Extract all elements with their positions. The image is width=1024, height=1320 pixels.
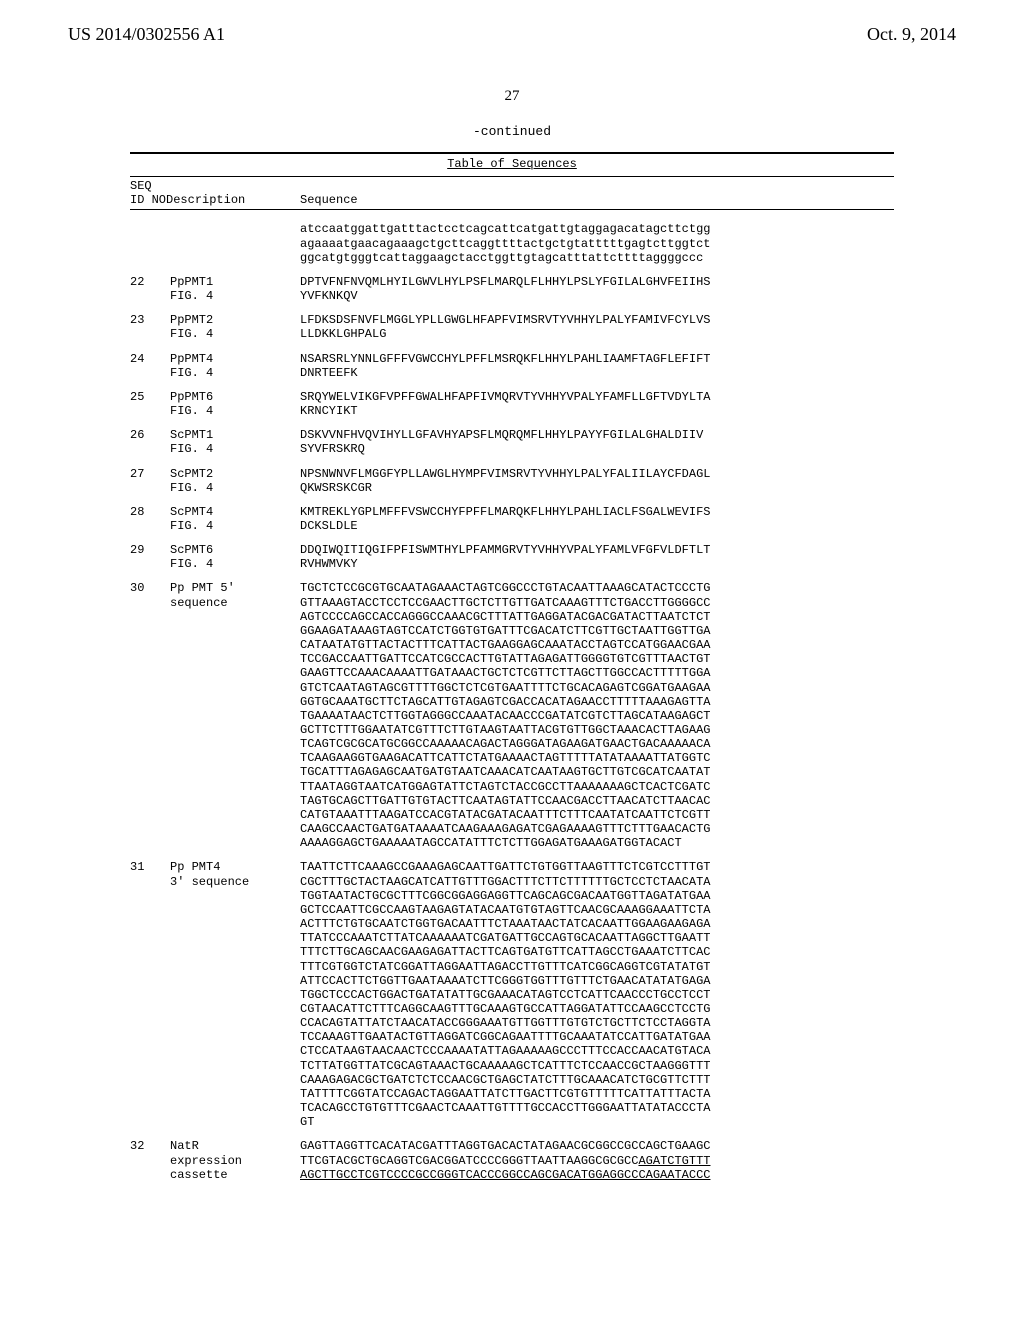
seq-id: 23	[130, 313, 170, 341]
row-spacer	[130, 380, 894, 390]
row-spacer	[130, 1129, 894, 1139]
seq-id	[130, 222, 170, 264]
seq-data: KMTREKLYGPLMFFFVSWCCHYFPFFLMARQKFLHHYLPA…	[300, 505, 894, 533]
row-spacer	[130, 571, 894, 581]
seq-id: 32	[130, 1139, 170, 1181]
seq-description: Pp PMT 5' sequence	[170, 581, 300, 850]
row-spacer	[130, 303, 894, 313]
row-spacer	[130, 457, 894, 467]
sequence-table: atccaatggattgatttactcctcagcattcatgattgta…	[130, 222, 894, 1181]
table-row: 24PpPMT4 FIG. 4NSARSRLYNNLGFFFVGWCCHYLPF…	[130, 352, 894, 380]
seq-description: PpPMT6 FIG. 4	[170, 390, 300, 418]
seq-data: DDQIWQITIQGIFPFISWMTHYLPFAMMGRVTYVHHYVPA…	[300, 543, 894, 571]
col-headers-row2: ID NODescription Sequence	[130, 193, 894, 207]
seq-data: DPTVFNFNVQMLHYILGWVLHYLPSFLMARQLFLHHYLPS…	[300, 275, 894, 303]
seq-description: ScPMT1 FIG. 4	[170, 428, 300, 456]
seq-data: LFDKSDSFNVFLMGGLYPLLGWGLHFAPFVIMSRVTYVHH…	[300, 313, 894, 341]
col1-line1: SEQ	[130, 179, 170, 193]
table-row: 31Pp PMT4 3' sequenceTAATTCTTCAAAGCCGAAA…	[130, 860, 894, 1129]
table-row: 25PpPMT6 FIG. 4SRQYWELVIKGFVPFFGWALHFAPF…	[130, 390, 894, 418]
seq-id: 26	[130, 428, 170, 456]
col-headers-row1: SEQ	[130, 179, 894, 193]
row-spacer	[130, 342, 894, 352]
seq-id: 31	[130, 860, 170, 1129]
seq-data: NSARSRLYNNLGFFFVGWCCHYLPFFLMSRQKFLHHYLPA…	[300, 352, 894, 380]
seq-description	[170, 222, 300, 264]
table-caption: Table of Sequences	[130, 156, 894, 174]
rule-under-caption	[130, 176, 894, 177]
table-row: 28ScPMT4 FIG. 4KMTREKLYGPLMFFFVSWCCHYFPF…	[130, 505, 894, 533]
col12-line2: ID NODescription	[130, 193, 300, 207]
pub-number: US 2014/0302556 A1	[68, 24, 225, 45]
seq-description: PpPMT1 FIG. 4	[170, 275, 300, 303]
seq-description: ScPMT2 FIG. 4	[170, 467, 300, 495]
table-row: 32NatR expression cassetteGAGTTAGGTTCACA…	[130, 1139, 894, 1181]
seq-id: 28	[130, 505, 170, 533]
table-row: 26ScPMT1 FIG. 4DSKVVNFHVQVIHYLLGFAVHYAPS…	[130, 428, 894, 456]
seq-data: NPSNWNVFLMGGFYPLLAWGLHYMPFVIMSRVTYVHHYLP…	[300, 467, 894, 495]
continued-label: -continued	[0, 124, 1024, 139]
seq-id: 22	[130, 275, 170, 303]
seq-id: 30	[130, 581, 170, 850]
seq-description: NatR expression cassette	[170, 1139, 300, 1181]
page-number: 27	[0, 88, 1024, 105]
table-row: 30Pp PMT 5' sequenceTGCTCTCCGCGTGCAATAGA…	[130, 581, 894, 850]
seq-id: 25	[130, 390, 170, 418]
rule-under-headers	[130, 209, 894, 210]
seq-id: 27	[130, 467, 170, 495]
id-no-label: ID NO	[130, 193, 166, 207]
rule-top-outer	[130, 152, 894, 154]
row-spacer	[130, 495, 894, 505]
col2-line1	[170, 179, 300, 193]
spacer	[130, 212, 894, 222]
seq-description: Pp PMT4 3' sequence	[170, 860, 300, 1129]
row-spacer	[130, 265, 894, 275]
row-spacer	[130, 850, 894, 860]
seq-id: 29	[130, 543, 170, 571]
seq-id: 24	[130, 352, 170, 380]
seq-description: ScPMT6 FIG. 4	[170, 543, 300, 571]
pub-date: Oct. 9, 2014	[867, 24, 956, 45]
table-row: 23PpPMT2 FIG. 4LFDKSDSFNVFLMGGLYPLLGWGLH…	[130, 313, 894, 341]
row-spacer	[130, 418, 894, 428]
table-row: 27ScPMT2 FIG. 4NPSNWNVFLMGGFYPLLAWGLHYMP…	[130, 467, 894, 495]
table-row: 22PpPMT1 FIG. 4DPTVFNFNVQMLHYILGWVLHYLPS…	[130, 275, 894, 303]
seq-data: GAGTTAGGTTCACATACGATTTAGGTGACACTATAGAACG…	[300, 1139, 894, 1181]
seq-data: DSKVVNFHVQVIHYLLGFAVHYAPSFLMQRQMFLHHYLPA…	[300, 428, 894, 456]
seq-data: TAATTCTTCAAAGCCGAAAGAGCAATTGATTCTGTGGTTA…	[300, 860, 894, 1129]
table-row: atccaatggattgatttactcctcagcattcatgattgta…	[130, 222, 894, 264]
seq-description: PpPMT4 FIG. 4	[170, 352, 300, 380]
col3-line2: Sequence	[300, 193, 894, 207]
col3-line1	[300, 179, 894, 193]
seq-data: SRQYWELVIKGFVPFFGWALHFAPFIVMQRVTYVHHYVPA…	[300, 390, 894, 418]
table-row: 29ScPMT6 FIG. 4DDQIWQITIQGIFPFISWMTHYLPF…	[130, 543, 894, 571]
seq-data: atccaatggattgatttactcctcagcattcatgattgta…	[300, 222, 894, 264]
seq-description: PpPMT2 FIG. 4	[170, 313, 300, 341]
seq-description: ScPMT4 FIG. 4	[170, 505, 300, 533]
description-label: Description	[166, 193, 245, 207]
row-spacer	[130, 533, 894, 543]
seq-data: TGCTCTCCGCGTGCAATAGAAACTAGTCGGCCCTGTACAA…	[300, 581, 894, 850]
sequence-table-container: Table of Sequences SEQ ID NODescription …	[130, 150, 894, 1182]
